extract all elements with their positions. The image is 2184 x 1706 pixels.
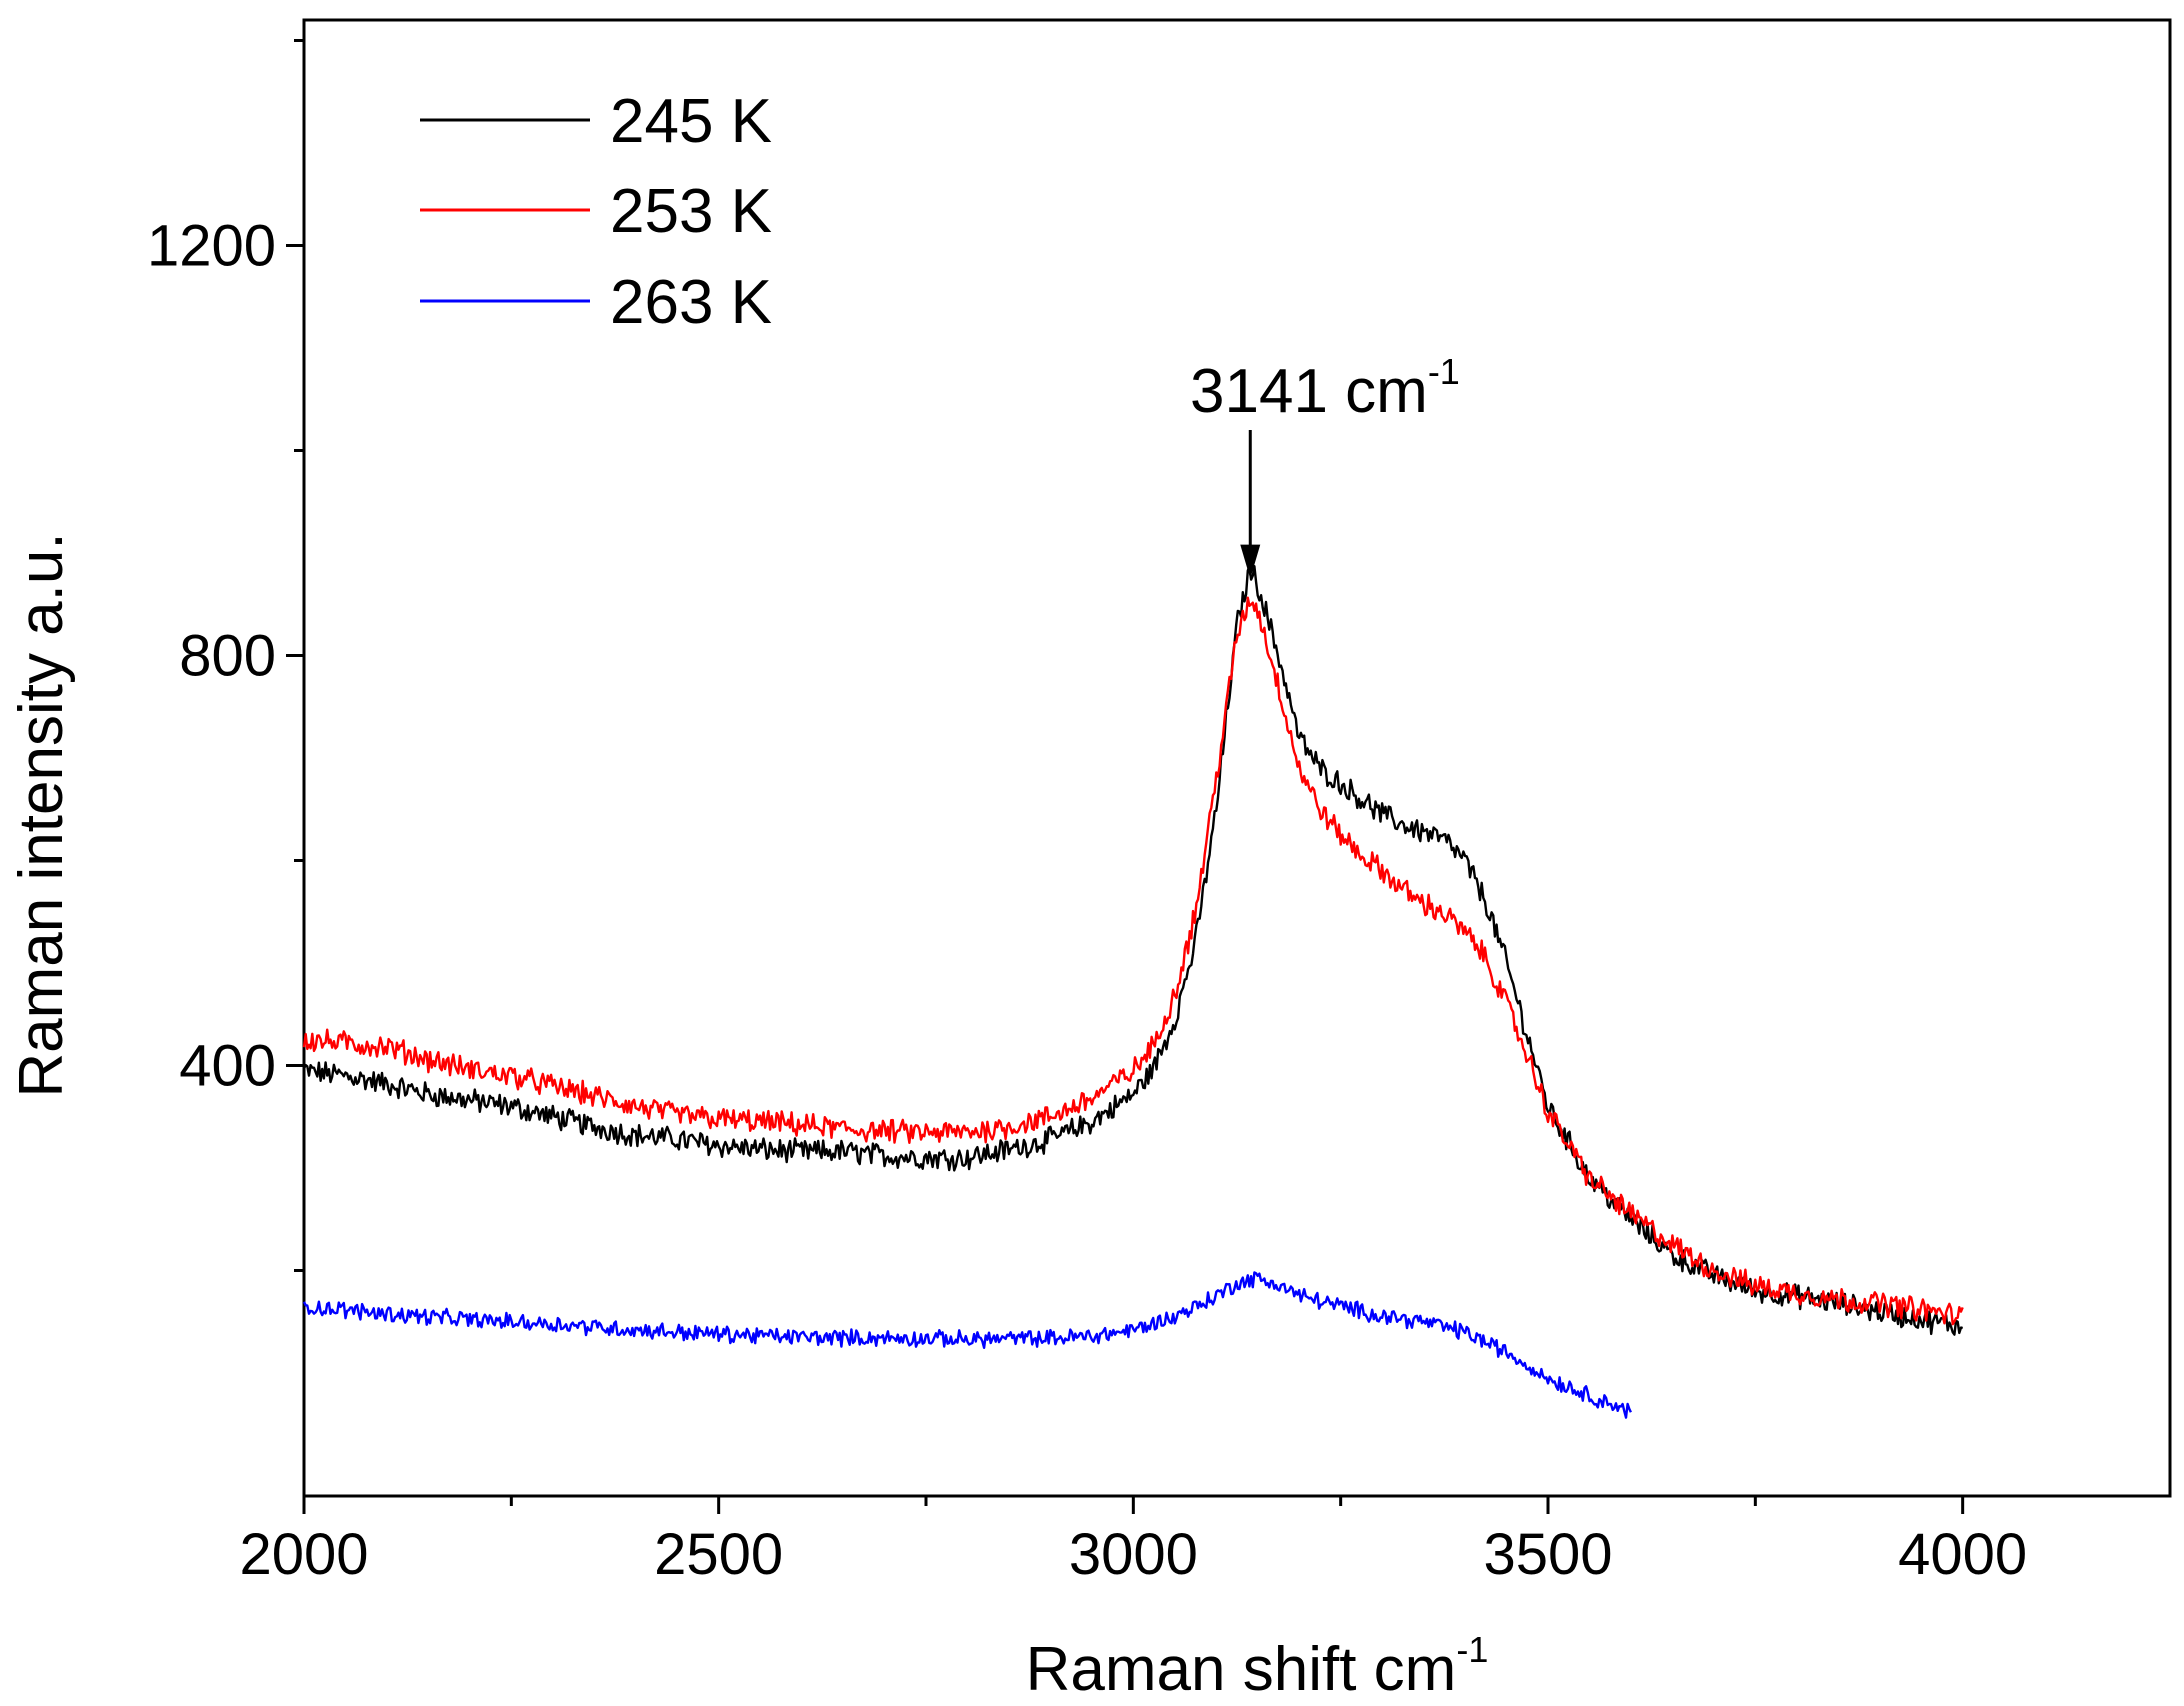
plot-frame — [302, 18, 2172, 1498]
x-axis-title: Raman shift cm-1 — [1026, 1629, 1489, 1704]
x-tick-label: 2500 — [654, 1522, 783, 1587]
peak-annotation: 3141 cm-1 — [1190, 351, 1460, 579]
legend-label-253k: 253 K — [610, 177, 772, 246]
series-layer — [302, 565, 1964, 1419]
legend-label-263k: 263 K — [610, 268, 772, 337]
series-line-245k — [302, 565, 1963, 1336]
legend-label-245k: 245 K — [610, 87, 772, 156]
series-line-263k — [302, 1271, 1632, 1419]
axes-layer: 2000 2500 3000 3500 4000 400 800 1200 — [147, 39, 2027, 1587]
peak-annotation-sup: -1 — [1428, 351, 1460, 392]
legend: 245 K 253 K 263 K — [420, 87, 772, 337]
x-axis-title-main: Raman shift cm — [1026, 1635, 1457, 1704]
x-tick-label: 2000 — [239, 1522, 368, 1587]
y-tick-label: 800 — [179, 624, 276, 689]
peak-annotation-main: 3141 cm — [1190, 357, 1428, 426]
x-tick-label: 3500 — [1483, 1522, 1612, 1587]
peak-annotation-label: 3141 cm-1 — [1190, 351, 1460, 426]
peak-arrow-head — [1240, 544, 1261, 579]
x-tick-label: 4000 — [1898, 1522, 2027, 1587]
y-tick-label: 1200 — [147, 214, 276, 279]
y-axis-title: Raman intensity a.u. — [7, 532, 76, 1097]
x-axis-title-sup: -1 — [1456, 1629, 1488, 1670]
x-tick-label: 3000 — [1069, 1522, 1198, 1587]
y-tick-label: 400 — [179, 1034, 276, 1099]
series-line-253k — [302, 596, 1964, 1326]
